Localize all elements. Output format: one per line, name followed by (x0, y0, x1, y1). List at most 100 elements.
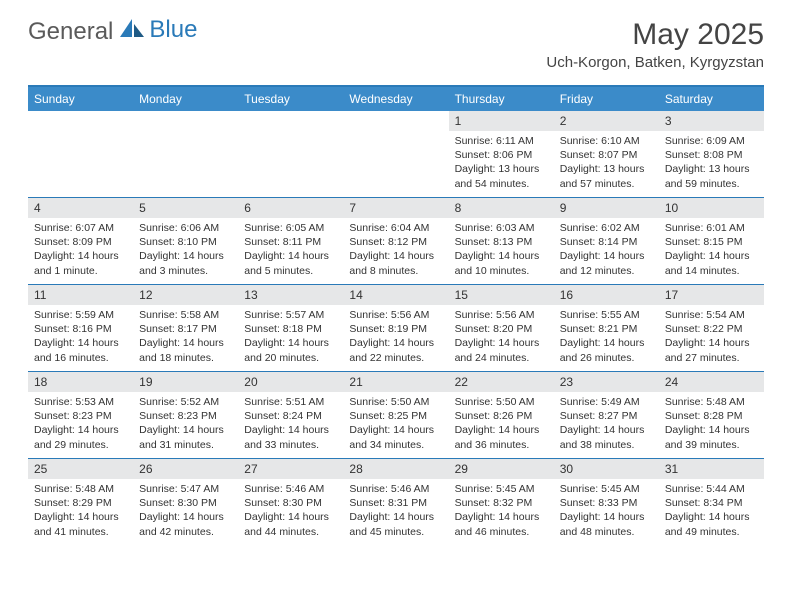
sunset-text: Sunset: 8:18 PM (244, 322, 337, 336)
day-cell (133, 111, 238, 197)
daylight-text: Daylight: 14 hours and 5 minutes. (244, 249, 337, 277)
day-cell: 7Sunrise: 6:04 AMSunset: 8:12 PMDaylight… (343, 198, 448, 284)
week-row: 25Sunrise: 5:48 AMSunset: 8:29 PMDayligh… (28, 458, 764, 545)
day-cell: 12Sunrise: 5:58 AMSunset: 8:17 PMDayligh… (133, 285, 238, 371)
sunrise-text: Sunrise: 5:54 AM (665, 308, 758, 322)
day-details: Sunrise: 5:46 AMSunset: 8:30 PMDaylight:… (238, 479, 343, 543)
sunrise-text: Sunrise: 6:11 AM (455, 134, 548, 148)
sunset-text: Sunset: 8:14 PM (560, 235, 653, 249)
sunrise-text: Sunrise: 5:56 AM (455, 308, 548, 322)
day-cell: 19Sunrise: 5:52 AMSunset: 8:23 PMDayligh… (133, 372, 238, 458)
logo-text-blue: Blue (149, 16, 197, 43)
sunset-text: Sunset: 8:24 PM (244, 409, 337, 423)
sunset-text: Sunset: 8:34 PM (665, 496, 758, 510)
day-number: 11 (28, 285, 133, 305)
weekday-tuesday: Tuesday (238, 87, 343, 111)
day-cell: 17Sunrise: 5:54 AMSunset: 8:22 PMDayligh… (659, 285, 764, 371)
daylight-text: Daylight: 14 hours and 10 minutes. (455, 249, 548, 277)
day-cell: 16Sunrise: 5:55 AMSunset: 8:21 PMDayligh… (554, 285, 659, 371)
day-number: 20 (238, 372, 343, 392)
day-number: 3 (659, 111, 764, 131)
day-cell: 4Sunrise: 6:07 AMSunset: 8:09 PMDaylight… (28, 198, 133, 284)
day-cell: 9Sunrise: 6:02 AMSunset: 8:14 PMDaylight… (554, 198, 659, 284)
sunrise-text: Sunrise: 6:04 AM (349, 221, 442, 235)
day-details: Sunrise: 5:57 AMSunset: 8:18 PMDaylight:… (238, 305, 343, 369)
daylight-text: Daylight: 14 hours and 12 minutes. (560, 249, 653, 277)
day-cell: 18Sunrise: 5:53 AMSunset: 8:23 PMDayligh… (28, 372, 133, 458)
day-cell: 11Sunrise: 5:59 AMSunset: 8:16 PMDayligh… (28, 285, 133, 371)
sunset-text: Sunset: 8:08 PM (665, 148, 758, 162)
day-details: Sunrise: 6:07 AMSunset: 8:09 PMDaylight:… (28, 218, 133, 282)
day-number: 15 (449, 285, 554, 305)
day-cell: 31Sunrise: 5:44 AMSunset: 8:34 PMDayligh… (659, 459, 764, 545)
day-number: 17 (659, 285, 764, 305)
sunset-text: Sunset: 8:12 PM (349, 235, 442, 249)
day-details: Sunrise: 6:05 AMSunset: 8:11 PMDaylight:… (238, 218, 343, 282)
daylight-text: Daylight: 14 hours and 48 minutes. (560, 510, 653, 538)
day-details: Sunrise: 5:55 AMSunset: 8:21 PMDaylight:… (554, 305, 659, 369)
day-cell: 22Sunrise: 5:50 AMSunset: 8:26 PMDayligh… (449, 372, 554, 458)
sunrise-text: Sunrise: 6:02 AM (560, 221, 653, 235)
day-cell: 24Sunrise: 5:48 AMSunset: 8:28 PMDayligh… (659, 372, 764, 458)
sunset-text: Sunset: 8:06 PM (455, 148, 548, 162)
daylight-text: Daylight: 14 hours and 41 minutes. (34, 510, 127, 538)
daylight-text: Daylight: 14 hours and 36 minutes. (455, 423, 548, 451)
day-details: Sunrise: 5:45 AMSunset: 8:32 PMDaylight:… (449, 479, 554, 543)
sunset-text: Sunset: 8:11 PM (244, 235, 337, 249)
daylight-text: Daylight: 13 hours and 54 minutes. (455, 162, 548, 190)
day-details: Sunrise: 6:03 AMSunset: 8:13 PMDaylight:… (449, 218, 554, 282)
logo-text-general: General (28, 18, 113, 46)
day-details: Sunrise: 5:52 AMSunset: 8:23 PMDaylight:… (133, 392, 238, 456)
day-number: 23 (554, 372, 659, 392)
day-cell: 8Sunrise: 6:03 AMSunset: 8:13 PMDaylight… (449, 198, 554, 284)
day-number: 8 (449, 198, 554, 218)
day-cell: 10Sunrise: 6:01 AMSunset: 8:15 PMDayligh… (659, 198, 764, 284)
day-details: Sunrise: 5:49 AMSunset: 8:27 PMDaylight:… (554, 392, 659, 456)
weekday-thursday: Thursday (449, 87, 554, 111)
day-number: 5 (133, 198, 238, 218)
day-number: 14 (343, 285, 448, 305)
day-details: Sunrise: 5:50 AMSunset: 8:25 PMDaylight:… (343, 392, 448, 456)
weekday-sunday: Sunday (28, 87, 133, 111)
day-cell (28, 111, 133, 197)
sunset-text: Sunset: 8:15 PM (665, 235, 758, 249)
sunrise-text: Sunrise: 5:45 AM (560, 482, 653, 496)
day-details: Sunrise: 6:01 AMSunset: 8:15 PMDaylight:… (659, 218, 764, 282)
day-cell: 13Sunrise: 5:57 AMSunset: 8:18 PMDayligh… (238, 285, 343, 371)
day-cell: 23Sunrise: 5:49 AMSunset: 8:27 PMDayligh… (554, 372, 659, 458)
day-details: Sunrise: 5:59 AMSunset: 8:16 PMDaylight:… (28, 305, 133, 369)
day-number: 16 (554, 285, 659, 305)
daylight-text: Daylight: 14 hours and 44 minutes. (244, 510, 337, 538)
day-details: Sunrise: 5:47 AMSunset: 8:30 PMDaylight:… (133, 479, 238, 543)
sunset-text: Sunset: 8:21 PM (560, 322, 653, 336)
day-details: Sunrise: 5:48 AMSunset: 8:29 PMDaylight:… (28, 479, 133, 543)
daylight-text: Daylight: 14 hours and 26 minutes. (560, 336, 653, 364)
day-details: Sunrise: 5:54 AMSunset: 8:22 PMDaylight:… (659, 305, 764, 369)
day-cell: 28Sunrise: 5:46 AMSunset: 8:31 PMDayligh… (343, 459, 448, 545)
sunset-text: Sunset: 8:23 PM (34, 409, 127, 423)
daylight-text: Daylight: 14 hours and 45 minutes. (349, 510, 442, 538)
day-details: Sunrise: 5:51 AMSunset: 8:24 PMDaylight:… (238, 392, 343, 456)
sunrise-text: Sunrise: 6:06 AM (139, 221, 232, 235)
weekday-friday: Friday (554, 87, 659, 111)
sunrise-text: Sunrise: 5:47 AM (139, 482, 232, 496)
day-number: 25 (28, 459, 133, 479)
month-title: May 2025 (546, 18, 764, 52)
day-details: Sunrise: 6:06 AMSunset: 8:10 PMDaylight:… (133, 218, 238, 282)
day-details: Sunrise: 6:11 AMSunset: 8:06 PMDaylight:… (449, 131, 554, 195)
day-number: 18 (28, 372, 133, 392)
weekday-saturday: Saturday (659, 87, 764, 111)
daylight-text: Daylight: 14 hours and 27 minutes. (665, 336, 758, 364)
sunrise-text: Sunrise: 5:53 AM (34, 395, 127, 409)
daylight-text: Daylight: 14 hours and 39 minutes. (665, 423, 758, 451)
sunset-text: Sunset: 8:30 PM (139, 496, 232, 510)
day-details: Sunrise: 5:48 AMSunset: 8:28 PMDaylight:… (659, 392, 764, 456)
sunrise-text: Sunrise: 5:46 AM (349, 482, 442, 496)
sunset-text: Sunset: 8:31 PM (349, 496, 442, 510)
sunset-text: Sunset: 8:20 PM (455, 322, 548, 336)
day-number: 31 (659, 459, 764, 479)
sunrise-text: Sunrise: 5:52 AM (139, 395, 232, 409)
logo-sail-icon (119, 18, 145, 41)
daylight-text: Daylight: 14 hours and 31 minutes. (139, 423, 232, 451)
sunrise-text: Sunrise: 6:07 AM (34, 221, 127, 235)
